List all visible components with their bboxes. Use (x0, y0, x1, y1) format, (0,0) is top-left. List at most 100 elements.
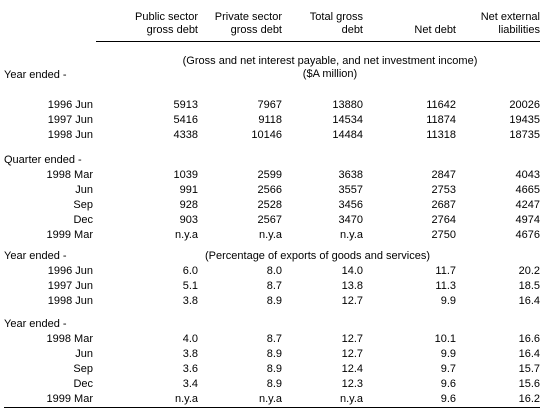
table-cell: 903 (179, 214, 198, 226)
col-header-line: Private sector (214, 11, 282, 23)
table-cell: 11642 (426, 99, 456, 111)
col-header-line: Public sector (135, 11, 198, 23)
row-label: 1996 Jun (47, 265, 93, 277)
row-label: Sep (73, 199, 93, 211)
table-cell: 7967 (257, 99, 282, 111)
table-cell: 8.9 (266, 348, 282, 360)
row-label: Jun (75, 348, 93, 360)
table-cell: 2753 (431, 184, 456, 196)
table-cell: 15.6 (518, 378, 540, 390)
col-header-line: gross debt (146, 24, 198, 36)
table-cell: 11874 (426, 114, 456, 126)
row-label: Jun (75, 184, 93, 196)
col-header-line: Net external (480, 11, 540, 23)
table-cell: 18.5 (518, 280, 540, 292)
table-cell: 2566 (257, 184, 282, 196)
table-cell: 4676 (515, 229, 540, 241)
table-cell: 8.0 (266, 265, 282, 277)
bottom-rule (4, 407, 540, 408)
table-cell: 9118 (258, 114, 282, 126)
table-cell: n.y.a (339, 229, 363, 241)
table-cell: 6.0 (182, 265, 198, 277)
row-label: Dec (73, 378, 93, 390)
section-label-quarter-ended: Quarter ended - (4, 154, 82, 166)
table-cell: 16.2 (518, 393, 540, 405)
col-header-net-external-liabilities: Net external liabilities (481, 11, 540, 37)
table-cell: 15.7 (518, 363, 540, 375)
table-cell: 9.6 (440, 393, 456, 405)
table-cell: 2567 (257, 214, 282, 226)
table-cell: 5.1 (182, 280, 198, 292)
table-cell: n.y.a (258, 229, 282, 241)
row-label: 1998 Jun (47, 129, 93, 141)
table-cell: 16.6 (518, 333, 540, 345)
table-cell: 4665 (515, 184, 540, 196)
table-cell: 8.9 (266, 363, 282, 375)
table-cell: 16.4 (518, 348, 540, 360)
row-label: 1997 Jun (47, 114, 93, 126)
col-header-public-sector-gross-debt: Public sector gross debt (135, 11, 198, 37)
table-cell: 3.8 (182, 295, 198, 307)
table-cell: 3.6 (182, 363, 198, 375)
section-note-percent: (Percentage of exports of goods and serv… (205, 250, 431, 262)
header-rule (96, 41, 540, 42)
col-header-line: debt (341, 24, 363, 36)
table-cell: 9.9 (440, 348, 456, 360)
table-cell: 11.3 (435, 280, 456, 292)
row-label: 1998 Mar (46, 333, 93, 345)
table-cell: 3638 (338, 169, 363, 181)
table-cell: 3470 (338, 214, 363, 226)
table-cell: 12.7 (341, 333, 363, 345)
col-header-line: Net debt (414, 24, 456, 36)
row-label: 1999 Mar (46, 393, 93, 405)
row-label: 1996 Jun (47, 99, 93, 111)
table-cell: 4.0 (182, 333, 198, 345)
table-cell: 16.4 (518, 295, 540, 307)
table-cell: 12.7 (341, 295, 363, 307)
table-cell: 1039 (173, 169, 198, 181)
table-cell: 18735 (509, 129, 540, 141)
table-cell: 13880 (332, 99, 363, 111)
row-label: Dec (73, 214, 93, 226)
section-note-interest: (Gross and net interest payable, and net… (182, 55, 478, 67)
col-header-line: Total gross (309, 11, 363, 23)
col-header-line: liabilities (498, 24, 540, 36)
table-cell: 8.7 (266, 280, 282, 292)
table-cell: 9.7 (440, 363, 456, 375)
table-cell: 3557 (338, 184, 363, 196)
col-header-total-gross-debt: Total gross debt (310, 11, 363, 37)
table-cell: 12.3 (341, 378, 363, 390)
table-cell: 14484 (332, 129, 363, 141)
table-cell: 11.7 (435, 265, 456, 277)
table-cell: n.y.a (339, 393, 363, 405)
table-cell: 991 (179, 184, 198, 196)
row-label: Sep (73, 363, 93, 375)
row-label: 1997 Jun (47, 280, 93, 292)
table-cell: 928 (179, 199, 198, 211)
table-cell: 2764 (431, 214, 456, 226)
table-cell: n.y.a (174, 229, 198, 241)
table-cell: 12.4 (341, 363, 363, 375)
table-cell: 20026 (509, 99, 540, 111)
table-cell: 4247 (515, 199, 540, 211)
table-cell: 5913 (173, 99, 198, 111)
table-cell: n.y.a (258, 393, 282, 405)
table-cell: 14534 (332, 114, 363, 126)
row-label: 1998 Jun (47, 295, 93, 307)
row-label: 1998 Mar (46, 169, 93, 181)
col-header-private-sector-gross-debt: Private sector gross debt (215, 11, 282, 37)
table-cell: 13.8 (341, 280, 363, 292)
table-cell: 10.1 (434, 333, 456, 345)
table-cell: 11318 (426, 129, 456, 141)
table-cell: n.y.a (174, 393, 198, 405)
table-cell: 3.4 (182, 378, 198, 390)
table-cell: 20.2 (518, 265, 540, 277)
table-cell: 2847 (431, 169, 456, 181)
table-cell: 8.7 (266, 333, 282, 345)
section-label-year-ended: Year ended - (4, 250, 67, 262)
table-cell: 4043 (515, 169, 540, 181)
table-cell: 2599 (257, 169, 282, 181)
table-cell: 3456 (338, 199, 363, 211)
table-cell: 9.9 (440, 295, 456, 307)
table-cell: 14.0 (341, 265, 363, 277)
